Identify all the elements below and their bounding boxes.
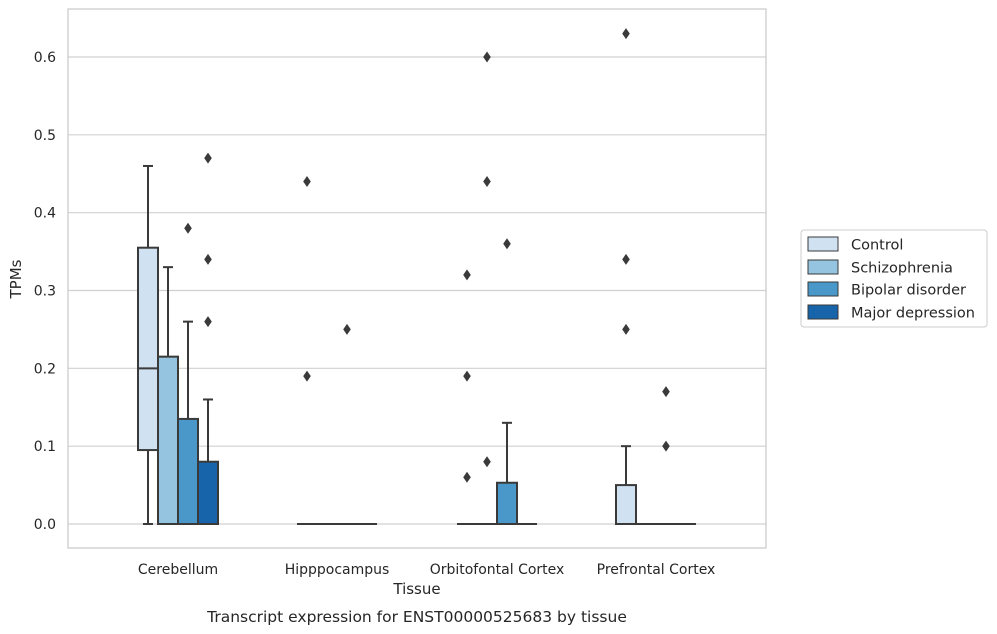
outlier-point bbox=[204, 152, 212, 164]
x-axis-label: Tissue bbox=[392, 580, 440, 598]
outlier-point bbox=[463, 269, 471, 281]
tick-layer: 0.0 0.1 0.2 0.3 0.4 0.5 0.6 Cerebellum Hipppocam… bbox=[34, 50, 716, 578]
box-body bbox=[177, 417, 199, 525]
box-2-3 bbox=[656, 386, 676, 525]
x-tick-label: Cerebellum bbox=[138, 562, 218, 578]
outlier-point bbox=[204, 316, 212, 328]
chart-caption: Transcript expression for ENST0000052568… bbox=[206, 608, 627, 626]
outlier-point bbox=[622, 323, 630, 335]
box-body bbox=[197, 460, 219, 526]
x-tick-label: Orbitofontal Cortex bbox=[430, 562, 565, 578]
y-tick-label: 0.2 bbox=[34, 361, 56, 377]
legend-label-schizophrenia: Schizophrenia bbox=[851, 261, 953, 277]
box-3-0 bbox=[197, 152, 219, 526]
box-body bbox=[615, 484, 637, 526]
box-body bbox=[137, 246, 159, 452]
outlier-point bbox=[483, 456, 491, 468]
box-0-2 bbox=[457, 269, 477, 525]
y-tick-label: 0.0 bbox=[34, 517, 56, 533]
box-2-1 bbox=[337, 323, 357, 525]
outlier-point bbox=[463, 471, 471, 483]
outlier-point bbox=[303, 370, 311, 382]
y-tick-label: 0.4 bbox=[34, 206, 56, 222]
outlier-point bbox=[662, 440, 670, 452]
legend-swatch-bipolar-disorder bbox=[807, 281, 839, 297]
outlier-point bbox=[184, 222, 192, 234]
plot-frame bbox=[67, 8, 767, 549]
y-tick-label: 0.5 bbox=[34, 128, 56, 144]
y-tick-label: 0.3 bbox=[34, 284, 56, 300]
outlier-point bbox=[483, 176, 491, 188]
x-tick-label: Prefrontal Cortex bbox=[597, 562, 716, 578]
box-1-2 bbox=[477, 51, 497, 525]
box-body bbox=[496, 481, 518, 525]
x-tick-label: Hipppocampus bbox=[285, 562, 390, 578]
outlier-point bbox=[483, 51, 491, 63]
box-2-0 bbox=[177, 222, 199, 525]
outlier-point bbox=[303, 176, 311, 188]
outlier-point bbox=[622, 28, 630, 40]
y-tick-label: 0.6 bbox=[34, 50, 56, 66]
box-1-0 bbox=[157, 266, 179, 525]
legend-frame bbox=[800, 229, 988, 328]
outlier-point bbox=[463, 370, 471, 382]
box-0-0 bbox=[137, 164, 159, 525]
legend-swatch-major-depression bbox=[807, 304, 839, 320]
legend-label-bipolar-disorder: Bipolar disorder bbox=[851, 283, 966, 299]
legend-label-major-depression: Major depression bbox=[851, 306, 975, 322]
y-tick-label: 0.1 bbox=[34, 439, 56, 455]
outlier-point bbox=[622, 253, 630, 265]
outlier-point bbox=[204, 253, 212, 265]
outlier-point bbox=[662, 386, 670, 398]
y-axis-label: TPMs bbox=[7, 259, 25, 299]
box-body bbox=[157, 355, 179, 525]
outlier-point bbox=[503, 238, 511, 250]
plot-layer bbox=[137, 28, 696, 526]
legend-label-control: Control bbox=[851, 238, 903, 254]
box-2-2 bbox=[496, 238, 518, 525]
box-0-1 bbox=[297, 176, 317, 525]
legend: Control Schizophrenia Bipolar disorder M… bbox=[800, 229, 988, 328]
legend-swatch-control bbox=[807, 236, 839, 252]
outlier-point bbox=[343, 323, 351, 335]
box-0-3 bbox=[615, 28, 637, 526]
legend-swatch-schizophrenia bbox=[807, 259, 839, 275]
